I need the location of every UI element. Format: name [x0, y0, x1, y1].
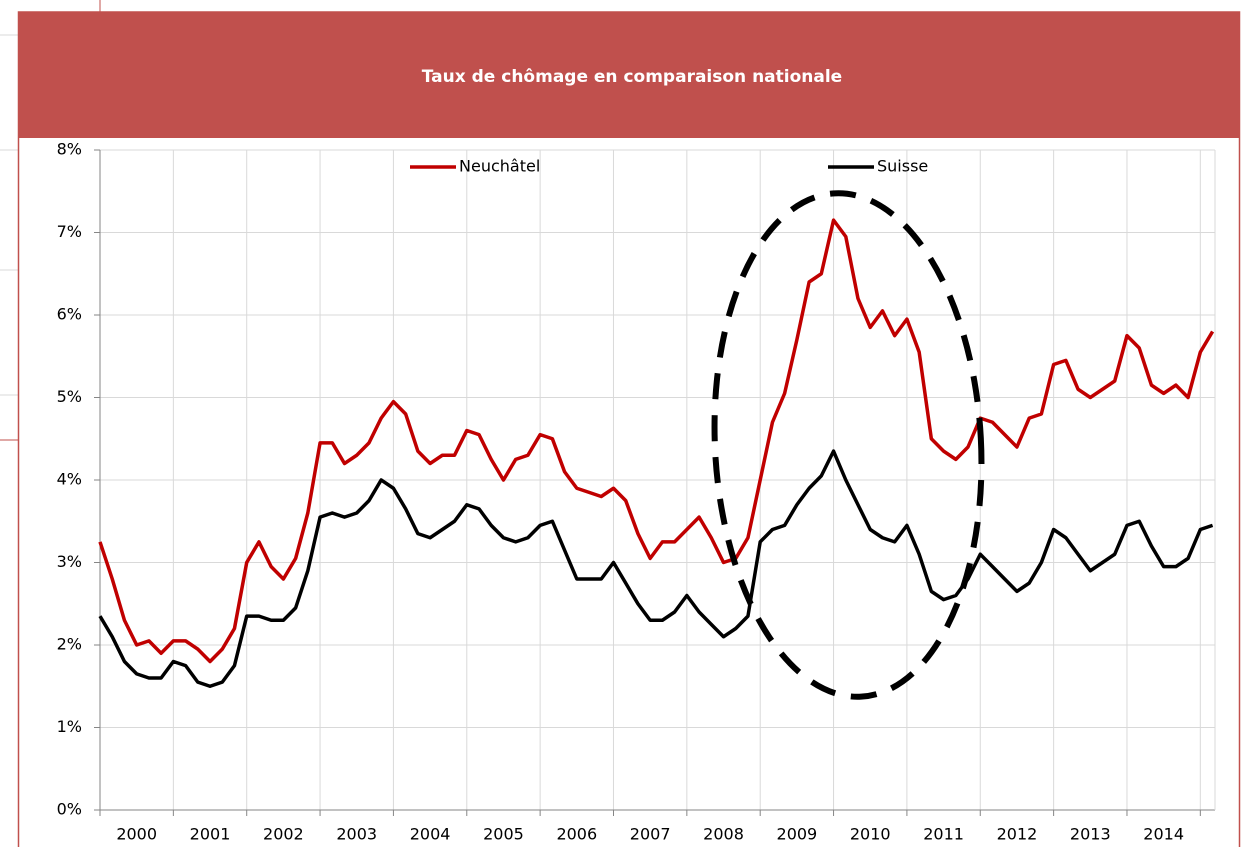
- x-tick-label: 2012: [997, 825, 1038, 844]
- y-tick-label: 6%: [57, 305, 82, 324]
- x-tick-label: 2013: [1070, 825, 1111, 844]
- x-tick-label: 2014: [1143, 825, 1184, 844]
- y-tick-label: 0%: [57, 800, 82, 819]
- x-tick-label: 2009: [777, 825, 818, 844]
- title-band: [18, 12, 1240, 138]
- x-tick-label: 2008: [703, 825, 744, 844]
- y-tick-label: 1%: [57, 717, 82, 736]
- y-tick-label: 3%: [57, 552, 82, 571]
- x-tick-label: 2007: [630, 825, 671, 844]
- chart-title: Taux de chômage en comparaison nationale: [422, 67, 842, 87]
- x-tick-label: 2004: [410, 825, 451, 844]
- x-tick-label: 2001: [190, 825, 231, 844]
- x-tick-label: 2005: [483, 825, 524, 844]
- highlight-ellipse: [711, 190, 985, 700]
- y-tick-label: 5%: [57, 387, 82, 406]
- series-line: [98, 449, 1214, 688]
- y-tick-label: 8%: [57, 140, 82, 159]
- y-tick-label: 7%: [57, 222, 82, 241]
- x-tick-label: 2000: [116, 825, 157, 844]
- y-tick-label: 2%: [57, 635, 82, 654]
- x-tick-label: 2011: [923, 825, 964, 844]
- y-tick-label: 4%: [57, 470, 82, 489]
- x-tick-label: 2010: [850, 825, 891, 844]
- legend-label: Neuchâtel: [459, 157, 540, 176]
- series-line: [98, 218, 1215, 664]
- x-tick-label: 2006: [556, 825, 597, 844]
- legend-label: Suisse: [877, 157, 928, 176]
- x-tick-label: 2002: [263, 825, 304, 844]
- x-tick-label: 2003: [336, 825, 377, 844]
